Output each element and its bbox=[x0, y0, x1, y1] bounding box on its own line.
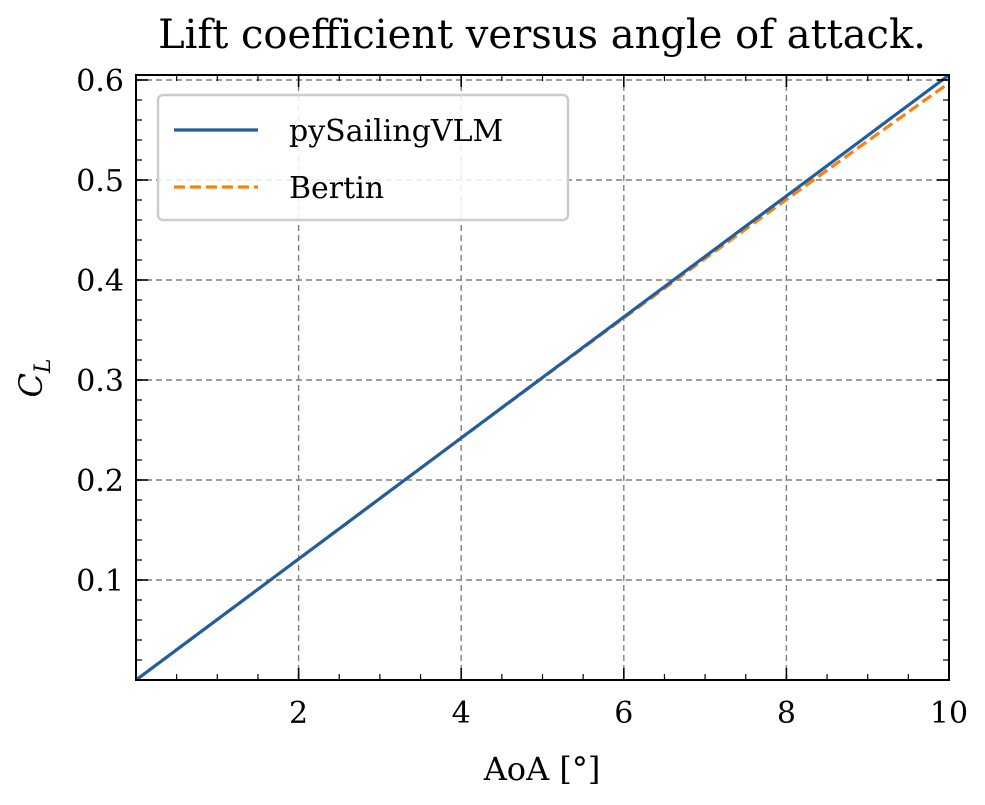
chart-title: Lift coefficient versus angle of attack. bbox=[158, 12, 926, 58]
y-tick-label: 0.6 bbox=[76, 64, 124, 99]
y-axis-label-subscript: L bbox=[31, 358, 56, 374]
legend: pySailingVLM Bertin bbox=[156, 93, 570, 222]
legend-label: pySailingVLM bbox=[289, 114, 503, 149]
x-tick-label: 8 bbox=[777, 696, 796, 731]
x-tick-label: 10 bbox=[930, 696, 968, 731]
series-line-pysailingvlm bbox=[135, 73, 950, 682]
y-tick-label: 0.3 bbox=[76, 364, 124, 399]
y-tick-label: 0.5 bbox=[76, 164, 124, 199]
x-tick-label: 6 bbox=[614, 696, 633, 731]
x-tick-label: 4 bbox=[452, 696, 471, 731]
y-axis-label-main: C bbox=[12, 373, 50, 397]
y-axis-label: CL bbox=[12, 358, 56, 397]
x-axis-label: AoA [°] bbox=[483, 750, 601, 788]
y-tick-label: 0.1 bbox=[76, 564, 124, 599]
plot-frame bbox=[135, 74, 950, 681]
x-tick-label: 2 bbox=[289, 696, 308, 731]
y-tick-label: 0.4 bbox=[76, 264, 124, 299]
y-tick-label: 0.2 bbox=[76, 464, 124, 499]
legend-box bbox=[156, 93, 570, 222]
series-layer bbox=[135, 73, 950, 682]
legend-label: Bertin bbox=[289, 171, 384, 206]
tick-labels: 2 4 6 8 10 0.1 0.2 0.3 0.4 0.5 0.6 bbox=[76, 64, 968, 731]
